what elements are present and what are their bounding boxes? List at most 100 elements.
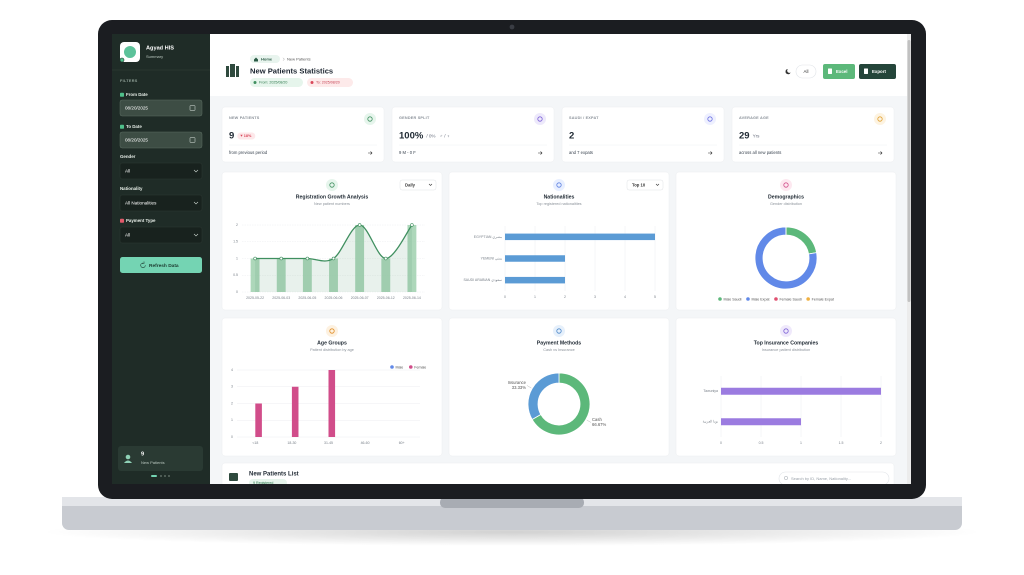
chart-icon-glyph [556, 182, 562, 188]
card-footer: from previous period [229, 150, 268, 155]
x-tick-label: 31-45 [324, 441, 333, 445]
calendar-icon [189, 105, 196, 111]
excel-icon [828, 68, 832, 74]
summary-value: 9 [141, 451, 144, 457]
select[interactable] [119, 194, 203, 212]
chart-dropdown[interactable] [626, 179, 664, 191]
slice-value: 66.67% [592, 422, 606, 427]
export-button[interactable] [859, 64, 896, 79]
camera [509, 24, 515, 30]
home-icon [254, 57, 258, 62]
point [305, 256, 310, 261]
chart-subtitle: New patient numbers [314, 202, 350, 206]
x-tick-label: 60+ [399, 441, 405, 445]
point [253, 256, 257, 261]
chart-dropdown[interactable] [399, 179, 437, 191]
card-arrow[interactable] [368, 151, 373, 155]
label-leader [526, 385, 532, 389]
legend-label: Male [396, 365, 404, 369]
card-value: 100% [399, 131, 424, 142]
card-icon-glyph [707, 116, 713, 122]
list-badge-label: 9 Registered [253, 481, 273, 485]
chart-title: Payment Methods [537, 340, 582, 346]
scrollbar-thumb[interactable] [907, 40, 911, 302]
excel-label[interactable]: Excel [836, 69, 847, 74]
x-tick-label: 2 [880, 441, 882, 445]
theme-toggle[interactable] [785, 69, 791, 75]
page-icon [236, 66, 239, 77]
card-arrow[interactable] [708, 151, 713, 155]
stat-card [561, 106, 725, 163]
bar [255, 403, 262, 437]
date-input[interactable] [119, 99, 203, 117]
card-icon-glyph [877, 116, 883, 122]
refresh-button[interactable] [120, 257, 202, 273]
toggle-label[interactable]: All [804, 69, 809, 74]
donut-slice [527, 372, 560, 421]
chart-subtitle: Cash vs Insurance [543, 348, 574, 352]
filters-label: FILTERS [120, 79, 138, 83]
screen: Agyad HIS Summary FILTERS Refresh Data 9… [112, 34, 911, 485]
dropdown-label: Top 10 [632, 182, 646, 187]
chart-subtitle: Gender distribution [770, 202, 802, 206]
bar [328, 370, 336, 437]
bar [381, 258, 391, 292]
card-arrow[interactable] [538, 151, 543, 155]
search-box[interactable] [778, 471, 890, 485]
list-icon [229, 473, 238, 481]
bar [721, 418, 801, 426]
field-value: 08/20/2025 [125, 138, 148, 143]
x-tick-label: 4 [624, 295, 626, 299]
bar [721, 387, 881, 395]
bar [505, 233, 655, 241]
trackpad-notch [440, 497, 584, 508]
to-date: To: 2025/08/20 [316, 81, 340, 85]
card-icon [364, 113, 376, 125]
y-tick-label: 0 [236, 290, 238, 294]
bar [250, 258, 260, 292]
date-input[interactable] [119, 131, 203, 149]
x-tick-label: 1 [534, 295, 536, 299]
trend-arrow [240, 134, 243, 137]
breadcrumb-sep [282, 57, 285, 61]
chip-icon [253, 81, 257, 84]
chart-icon [326, 179, 338, 191]
chart-title: Age Groups [317, 340, 347, 346]
breadcrumb[interactable]: Home [261, 56, 273, 61]
card-arrow[interactable] [878, 151, 883, 155]
card-footer: across all new patients [739, 150, 781, 155]
select[interactable] [119, 226, 203, 244]
logo-mark [124, 46, 136, 58]
card-icon-glyph [537, 116, 543, 122]
legend-swatch [390, 365, 394, 369]
x-tick-label: 2025-06-14 [403, 296, 421, 300]
x-tick-label: 2025-06-07 [351, 296, 369, 300]
legend-label: Female Saudi [779, 297, 801, 301]
pager-dot [168, 475, 170, 477]
toggle[interactable] [795, 64, 817, 79]
chart-title: Nationalities [544, 194, 575, 200]
x-tick-label: <18 [252, 441, 258, 445]
export-label[interactable]: Export [872, 69, 886, 74]
y-tick-label: EGYPTIAN مصري [474, 235, 502, 239]
excel-button[interactable] [823, 64, 855, 79]
x-tick-label: 0.5 [759, 441, 764, 445]
refresh-icon [140, 261, 146, 268]
search-placeholder[interactable]: Search by ID, Name, Nationality... [791, 476, 851, 481]
from-date: From: 2025/08/20 [259, 81, 287, 85]
card-icon [874, 113, 886, 125]
x-tick-label: 1.5 [839, 441, 844, 445]
stat-card [221, 106, 385, 163]
summary-box [118, 446, 203, 471]
x-tick-label: 0 [504, 295, 506, 299]
chart-icon-glyph [329, 182, 335, 188]
card-label: GENDER SPLIT [399, 116, 430, 120]
pager-dot [160, 475, 162, 477]
legend-swatch [774, 297, 778, 301]
chevron-icon [193, 233, 199, 237]
x-tick-label: 2 [564, 295, 566, 299]
select[interactable] [119, 162, 203, 180]
chart-icon-glyph [329, 328, 335, 334]
refresh-label[interactable]: Refresh Data [149, 263, 179, 269]
